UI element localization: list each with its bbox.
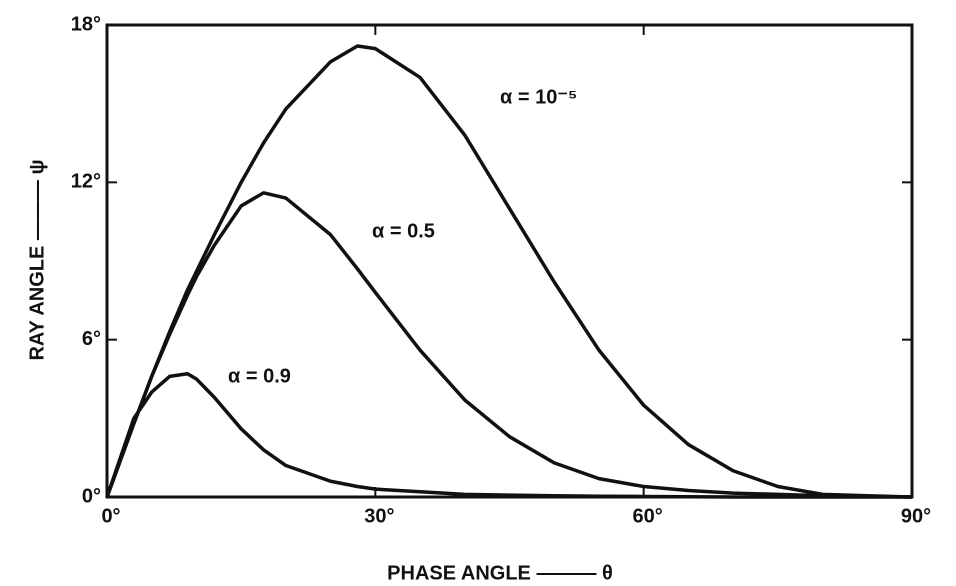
plot-frame: [105, 23, 914, 499]
x-tick-label: 30°: [364, 505, 394, 527]
x-tick-label: 60°: [633, 505, 663, 527]
y-axis-label: RAY ANGLE ——— ψ: [26, 159, 48, 360]
y-tick-label: 0°: [82, 485, 101, 507]
curve-label: α = 10⁻⁵: [500, 86, 577, 108]
curve: [105, 191, 913, 499]
curve-label: α = 0.9: [228, 365, 291, 387]
y-tick-label: 18°: [71, 13, 101, 35]
y-tick-label: 6°: [82, 328, 101, 350]
curve: [105, 44, 913, 499]
curve: [105, 372, 912, 499]
x-axis-label: PHASE ANGLE ——— θ: [387, 562, 613, 584]
x-tick-label: 90°: [901, 505, 931, 527]
curve-label: α = 0.5: [372, 220, 435, 242]
y-tick-label: 12°: [71, 171, 101, 193]
x-tick-label: 0°: [101, 505, 120, 527]
